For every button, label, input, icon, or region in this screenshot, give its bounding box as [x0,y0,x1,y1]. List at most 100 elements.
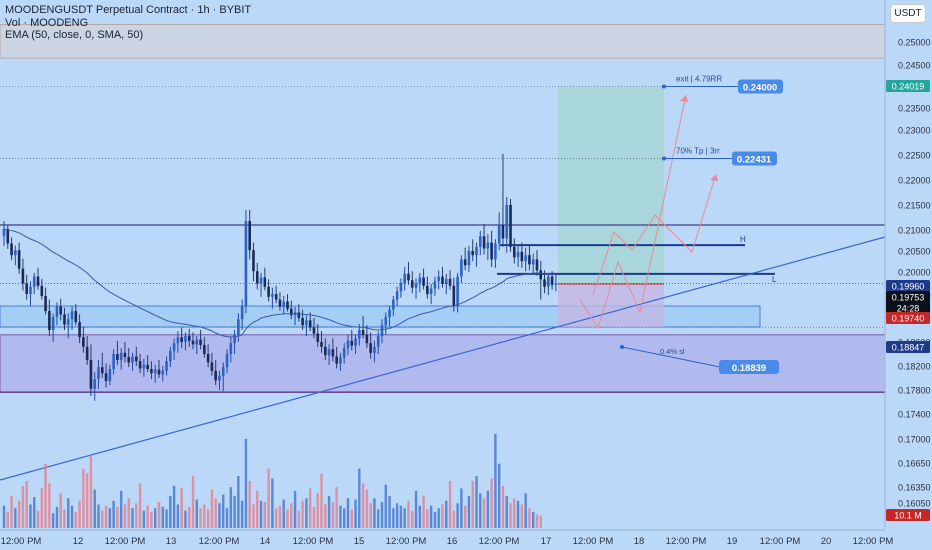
candle-body [55,306,59,318]
price-tick-label: 0.17800 [898,386,931,396]
drawings-layer: exit | 4.79RR 0.24000 70% Tp | 3rr 0.22431 0… [579,75,783,374]
candle-body [324,346,327,356]
candle-body [169,351,172,362]
volume-bar [176,504,180,528]
volume-bar [327,495,331,528]
volume-bar [131,508,134,528]
price-tick-label: 0.25000 [898,38,931,48]
volume-bar [395,503,399,528]
ema-indicator-label[interactable]: EMA (50, close, 0, SMA, 50) [5,29,144,41]
volume-bar [89,456,93,528]
currency-button[interactable]: USDT [890,4,926,23]
volume-bar [263,502,267,528]
candle-body [252,250,255,272]
volume-bar [67,498,70,528]
volume-bar [377,509,380,528]
candle-body [195,339,199,345]
candle-body [422,277,425,286]
candle-body [32,276,36,287]
candle-body [490,242,493,260]
candle-body [44,295,47,312]
sl-annotation-label: 0.4% sl [660,347,685,356]
candle-body [308,320,312,328]
candle-body [112,354,115,369]
volume-bar [195,499,198,528]
volume-bar [290,503,293,528]
time-tick-label: 12 [73,536,84,547]
volume-bar [218,503,221,528]
volume-bar [350,509,353,528]
volume-bar [70,505,74,528]
volume-bar [282,499,285,528]
volume-bar [222,494,225,528]
symbol-title[interactable]: MOODENGUSDT Perpetual Contract · 1h · BY… [5,4,252,16]
time-tick-label: 17 [541,536,552,547]
time-tick-label: 12:00 PM [479,536,520,547]
candle-body [376,336,380,347]
candle-body [274,294,278,300]
candle-body [278,299,282,307]
volume-bar [316,493,319,528]
volume-bar [85,473,89,528]
price-badge-label: 10.1 M [894,511,922,521]
candle-body [354,338,357,346]
volume-bar [399,505,403,528]
time-tick-label: 20 [821,536,832,547]
volume-bar [93,489,96,528]
price-tick-label: 0.17400 [898,410,931,420]
candle-body [108,369,112,381]
candle-body [392,299,395,310]
volume-bar [74,511,78,528]
volume-bar [127,498,130,528]
volume-bar [535,514,539,528]
time-tick-label: 12:00 PM [386,536,427,547]
volume-bar [97,504,100,528]
volume-bar [112,500,115,528]
time-axis[interactable]: 12:00 PM 12 12:00 PM 13 12:00 PM 14 12:00 PM 15… [1,536,894,547]
price-badge [886,80,930,92]
candle-body [426,285,429,295]
volume-bar [388,495,391,528]
volume-indicator-label[interactable]: Vol · MOODENG [5,17,89,29]
candle-body [29,286,32,295]
volume-bar [460,488,463,528]
volume-bar [467,495,471,528]
candle-body [233,334,236,344]
volume-bar [407,500,410,528]
candle-body [395,291,399,300]
time-tick-label: 15 [354,536,365,547]
volume-bar [429,505,433,528]
candle-body [448,278,452,286]
price-badge-label: 0.19753 [892,293,925,303]
candle-body [410,280,414,288]
volume-bar [274,508,278,528]
volume-bar [293,490,297,528]
time-tick-label: 12:00 PM [760,536,801,547]
time-tick-label: 12:00 PM [853,536,894,547]
candle-body [206,354,210,363]
volume-bar [312,506,316,528]
candle-body [358,330,361,339]
price-axis[interactable]: 0.25000 0.24500 0.23500 0.23000 0.22500 0.220… [898,38,931,509]
candle-body [66,319,70,325]
candle-body [176,337,180,344]
candle-body [331,349,335,357]
candle-body [165,361,168,371]
candle-body [51,317,55,330]
time-tick-label: 13 [166,536,177,547]
price-tick-label: 0.22000 [898,176,931,186]
ema-line [3,228,556,338]
candle-body [82,337,85,347]
candle-body [543,279,546,287]
volume-bar [278,505,282,528]
annotation-leader [621,346,721,368]
volume-bar [116,506,119,528]
candle-body [263,277,267,287]
candle-body [127,357,131,363]
candle-body [74,311,78,323]
candle-body [100,367,104,374]
volume-bar [101,510,104,528]
candle-body [501,225,505,239]
